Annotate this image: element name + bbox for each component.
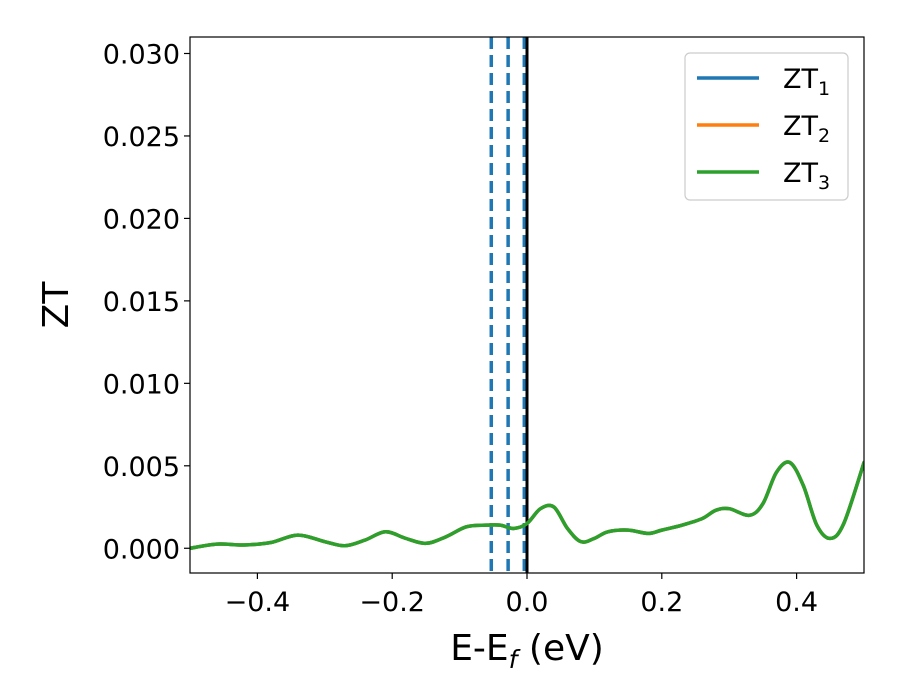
legend-box <box>684 52 849 201</box>
y-tick-label: 0.010 <box>103 369 180 400</box>
y-axis-label: ZT <box>36 281 77 329</box>
x-tick-label: 0.2 <box>640 587 683 618</box>
y-tick-label: 0.005 <box>103 452 180 483</box>
legend-label-zt2: ZT2 <box>783 111 830 147</box>
legend-label-zt3: ZT3 <box>783 158 830 194</box>
y-tick-label: 0.020 <box>103 204 180 235</box>
series-lines <box>190 460 864 551</box>
series-line-zt3 <box>190 460 864 551</box>
x-tick-label: −0.4 <box>225 587 291 618</box>
x-axis-ticks: −0.4 −0.2 0.0 0.2 0.4 <box>225 573 818 618</box>
y-tick-label: 0.030 <box>103 39 180 70</box>
x-axis-label-unit: (eV) <box>517 628 603 669</box>
y-tick-label: 0.000 <box>103 534 180 565</box>
legend: ZT1 ZT2 ZT3 <box>684 52 849 201</box>
x-axis-label: E-Ef (eV) <box>450 628 604 674</box>
x-tick-label: −0.2 <box>359 587 425 618</box>
x-tick-label: 0.0 <box>506 587 549 618</box>
legend-label-zt1: ZT1 <box>783 64 830 100</box>
y-axis-ticks: 0.000 0.005 0.010 0.015 0.020 0.025 0.030 <box>103 39 190 565</box>
y-tick-label: 0.025 <box>103 122 180 153</box>
y-tick-label: 0.015 <box>103 287 180 318</box>
x-tick-label: 0.4 <box>775 587 818 618</box>
vertical-lines <box>489 37 529 573</box>
